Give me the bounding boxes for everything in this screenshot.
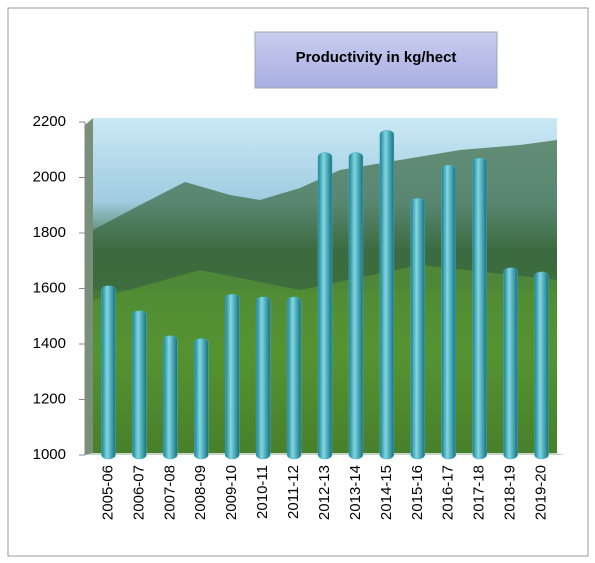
x-tick-label: 2015-16 (409, 465, 426, 520)
bar (503, 267, 518, 460)
x-tick-label: 2007-08 (161, 465, 178, 520)
y-tick-label: 1200 (33, 390, 66, 407)
bar (255, 296, 271, 460)
x-tick-label: 2011-12 (285, 465, 302, 519)
x-tick-label: 2013-14 (347, 465, 364, 520)
chart-title: Productivity in kg/hect (296, 49, 457, 66)
bar (163, 335, 178, 460)
y-tick-label: 2200 (33, 113, 66, 130)
y-tick-label: 1600 (33, 279, 66, 296)
x-tick-label: 2019-20 (533, 465, 550, 520)
bar (534, 271, 549, 460)
y-tick-label: 1000 (33, 446, 66, 463)
x-tick-label: 2014-15 (378, 465, 395, 520)
x-tick-label: 2005-06 (99, 465, 116, 520)
x-tick-label: 2012-13 (316, 465, 333, 520)
x-tick-label: 2009-10 (223, 465, 240, 520)
bar (410, 198, 426, 460)
bar (132, 310, 147, 460)
bar (286, 296, 302, 460)
bar (101, 285, 116, 460)
title-box (254, 31, 498, 89)
y-tick-label: 1400 (33, 335, 66, 352)
bar (441, 164, 456, 460)
x-tick-label: 2010-11 (254, 465, 271, 519)
y-tick-label: 1800 (33, 224, 66, 241)
x-tick-label: 2018-19 (502, 465, 519, 520)
bar (317, 152, 333, 460)
x-tick-label: 2006-07 (130, 465, 147, 520)
left-wall (85, 118, 93, 455)
bar (194, 338, 209, 460)
x-tick-label: 2016-17 (440, 465, 457, 520)
y-tick-label: 2000 (33, 168, 66, 185)
bar (472, 157, 487, 460)
x-tick-label: 2017-18 (471, 465, 488, 520)
bar (348, 152, 364, 460)
bar (379, 130, 395, 460)
bar (224, 293, 240, 460)
x-tick-label: 2008-09 (192, 465, 209, 520)
